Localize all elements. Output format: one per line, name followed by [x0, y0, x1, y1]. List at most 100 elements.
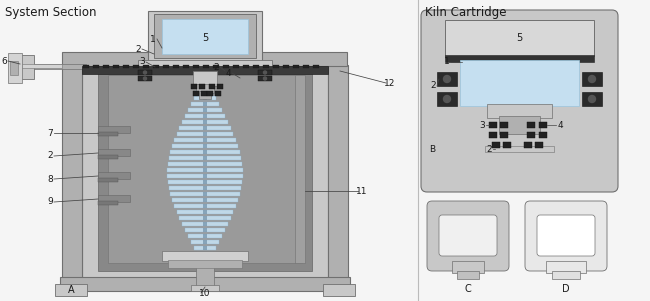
Bar [170, 192, 240, 196]
Bar [203, 180, 207, 184]
Bar [552, 271, 580, 279]
Bar [445, 20, 594, 56]
Bar [167, 168, 243, 172]
Bar [12, 55, 34, 79]
Text: D: D [562, 284, 570, 294]
Bar [203, 204, 207, 208]
Bar [182, 120, 228, 124]
Bar [83, 65, 89, 68]
Bar [203, 168, 207, 172]
Bar [168, 186, 241, 190]
Text: 2: 2 [213, 63, 219, 72]
Bar [183, 65, 189, 68]
Bar [445, 55, 594, 62]
Bar [194, 96, 216, 100]
Bar [201, 91, 207, 96]
Bar [500, 132, 508, 138]
Bar [174, 204, 236, 208]
Bar [191, 285, 219, 291]
Bar [177, 132, 233, 136]
Bar [233, 65, 239, 68]
Bar [209, 84, 215, 89]
Bar [203, 156, 207, 160]
Bar [148, 11, 262, 63]
Bar [193, 71, 217, 86]
Bar [98, 178, 118, 182]
FancyBboxPatch shape [439, 215, 497, 256]
Bar [489, 132, 497, 138]
Bar [203, 186, 207, 190]
Text: B: B [429, 144, 435, 154]
Bar [168, 260, 242, 268]
Bar [98, 155, 118, 159]
Bar [203, 198, 207, 202]
Bar [182, 222, 228, 226]
Bar [199, 91, 211, 99]
Bar [437, 72, 457, 86]
Bar [196, 90, 214, 94]
Bar [163, 65, 169, 68]
Bar [215, 91, 221, 96]
Bar [203, 246, 207, 250]
Text: 4: 4 [225, 69, 231, 77]
Bar [223, 65, 229, 68]
Bar [143, 65, 149, 68]
Bar [168, 162, 242, 166]
Bar [193, 65, 199, 68]
Text: 4: 4 [557, 120, 563, 129]
Bar [22, 64, 62, 68]
Bar [62, 52, 347, 66]
Bar [113, 65, 119, 68]
Bar [82, 66, 328, 74]
Bar [0, 0, 418, 301]
Bar [138, 60, 272, 68]
Bar [203, 102, 207, 106]
Bar [154, 14, 256, 58]
Bar [203, 150, 207, 154]
Bar [500, 122, 508, 128]
Bar [197, 252, 213, 256]
Bar [138, 70, 152, 75]
Bar [191, 84, 197, 89]
Bar [194, 246, 216, 250]
Text: 3: 3 [139, 57, 145, 67]
Bar [98, 195, 130, 202]
Bar [177, 210, 233, 214]
Bar [168, 156, 241, 160]
Bar [188, 234, 222, 238]
Circle shape [443, 95, 450, 103]
Bar [213, 65, 219, 68]
Text: 5: 5 [516, 33, 522, 43]
Bar [527, 132, 535, 138]
Bar [185, 228, 225, 232]
Bar [273, 65, 279, 68]
Bar [203, 174, 207, 178]
Text: Kiln Cartridge: Kiln Cartridge [425, 6, 506, 19]
Text: 6: 6 [1, 57, 7, 66]
Bar [188, 108, 222, 112]
Bar [123, 65, 129, 68]
Bar [489, 122, 497, 128]
Bar [98, 71, 312, 271]
Bar [196, 265, 214, 287]
Bar [295, 75, 305, 263]
Bar [203, 240, 207, 244]
Bar [263, 65, 269, 68]
Bar [207, 91, 213, 96]
Circle shape [144, 77, 146, 80]
Bar [203, 138, 207, 142]
Bar [193, 91, 199, 96]
Bar [217, 84, 223, 89]
Text: 5: 5 [202, 33, 208, 43]
Text: 1: 1 [444, 57, 450, 67]
Text: 2: 2 [486, 144, 492, 154]
Bar [539, 132, 547, 138]
Bar [170, 150, 240, 154]
Text: 11: 11 [356, 187, 368, 196]
Bar [179, 126, 231, 130]
Bar [10, 61, 18, 75]
Bar [582, 72, 602, 86]
Bar [172, 198, 238, 202]
Circle shape [263, 71, 266, 74]
Bar [60, 277, 350, 291]
